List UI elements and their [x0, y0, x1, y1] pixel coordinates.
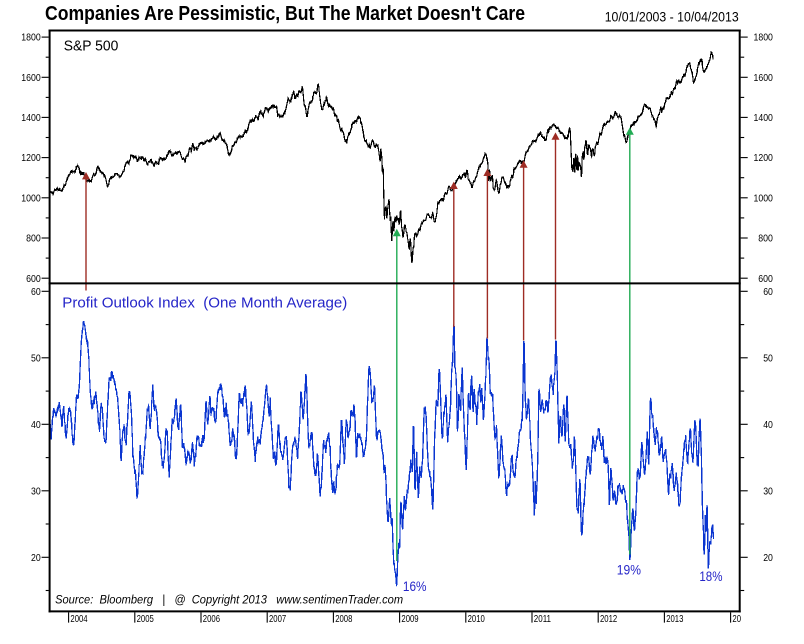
svg-text:600: 600 — [26, 274, 41, 285]
svg-text:1800: 1800 — [21, 33, 41, 44]
svg-text:1400: 1400 — [754, 113, 774, 124]
svg-text:2014: 2014 — [732, 614, 749, 625]
svg-text:18%: 18% — [699, 569, 722, 584]
svg-text:20: 20 — [763, 553, 773, 564]
svg-text:2011: 2011 — [534, 614, 551, 625]
svg-text:40: 40 — [763, 420, 773, 431]
svg-text:1000: 1000 — [754, 193, 774, 204]
svg-text:Profit Outlook Index (One Mon: Profit Outlook Index (One Month Average) — [62, 295, 347, 312]
svg-text:1600: 1600 — [754, 73, 774, 84]
svg-text:1200: 1200 — [21, 153, 41, 164]
svg-text:19%: 19% — [617, 563, 641, 578]
svg-text:50: 50 — [31, 353, 41, 364]
svg-text:600: 600 — [758, 274, 773, 285]
svg-text:1200: 1200 — [754, 153, 774, 164]
svg-text:1600: 1600 — [21, 73, 41, 84]
svg-text:2009: 2009 — [401, 614, 418, 625]
svg-text:1800: 1800 — [754, 33, 774, 44]
svg-text:60: 60 — [763, 287, 773, 298]
svg-text:50: 50 — [763, 353, 773, 364]
svg-text:20: 20 — [31, 553, 41, 564]
svg-text:2010: 2010 — [468, 614, 485, 625]
svg-text:800: 800 — [26, 234, 41, 245]
svg-text:2008: 2008 — [335, 614, 352, 625]
svg-text:Source: Bloomberg | @ Co: Source: Bloomberg | @ Copyright 2013 www… — [55, 592, 403, 606]
svg-text:2007: 2007 — [269, 614, 286, 625]
svg-text:60: 60 — [31, 287, 41, 298]
svg-text:2012: 2012 — [600, 614, 617, 625]
svg-text:2013: 2013 — [666, 614, 683, 625]
svg-text:16%: 16% — [403, 579, 427, 594]
svg-text:2005: 2005 — [137, 614, 154, 625]
svg-text:40: 40 — [31, 420, 41, 431]
svg-text:Companies Are Pessimistic, But: Companies Are Pessimistic, But The Marke… — [45, 3, 525, 25]
svg-text:800: 800 — [758, 234, 773, 245]
svg-text:2004: 2004 — [70, 614, 87, 625]
svg-text:1400: 1400 — [21, 113, 41, 124]
svg-text:10/01/2003 - 10/04/2013: 10/01/2003 - 10/04/2013 — [605, 10, 739, 25]
svg-text:2006: 2006 — [203, 614, 220, 625]
svg-text:30: 30 — [763, 486, 773, 497]
svg-text:S&P 500: S&P 500 — [64, 38, 119, 55]
svg-text:1000: 1000 — [21, 193, 41, 204]
svg-text:30: 30 — [31, 486, 41, 497]
